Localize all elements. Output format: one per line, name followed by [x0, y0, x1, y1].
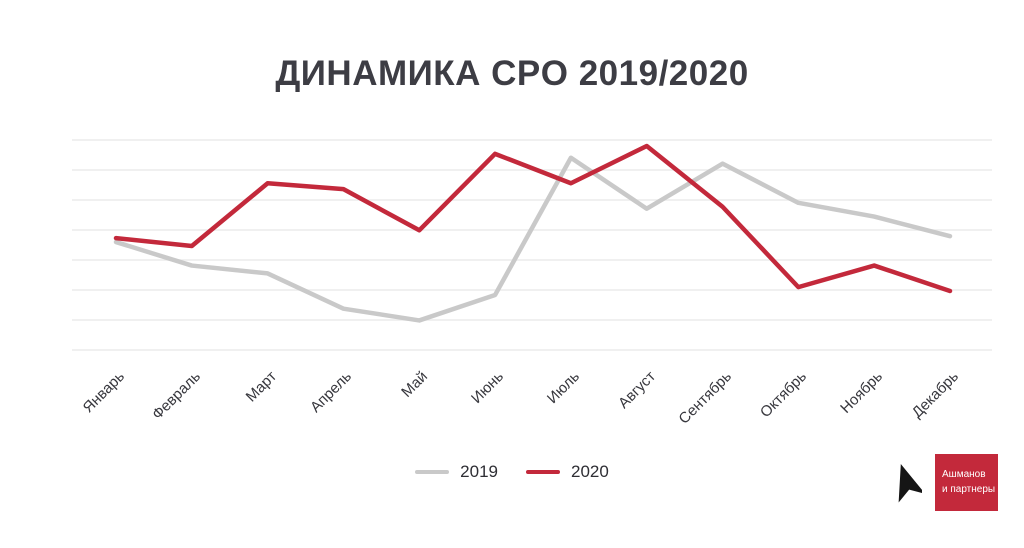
- legend-label: 2020: [571, 462, 609, 481]
- cursor-logo-icon: [898, 463, 922, 503]
- chart-title: ДИНАМИКА CPO 2019/2020: [275, 54, 749, 93]
- brand-name-line2: и партнеры: [942, 483, 996, 495]
- legend-label: 2019: [460, 462, 498, 481]
- brand-logo: Ашманов и партнеры: [892, 454, 998, 511]
- legend-item-2020: 2020: [526, 462, 609, 482]
- brand-box: Ашманов и партнеры: [935, 454, 998, 511]
- legend-swatch: [415, 470, 450, 474]
- brand-name-line1: Ашманов: [942, 469, 986, 480]
- legend-item-2019: 2019: [415, 462, 498, 482]
- chart-legend: 2019 2020: [0, 462, 1024, 482]
- series-line-2019: [113, 155, 953, 323]
- series-line-2020: [113, 143, 953, 294]
- legend-swatch: [526, 470, 560, 474]
- gridlines: [72, 139, 992, 351]
